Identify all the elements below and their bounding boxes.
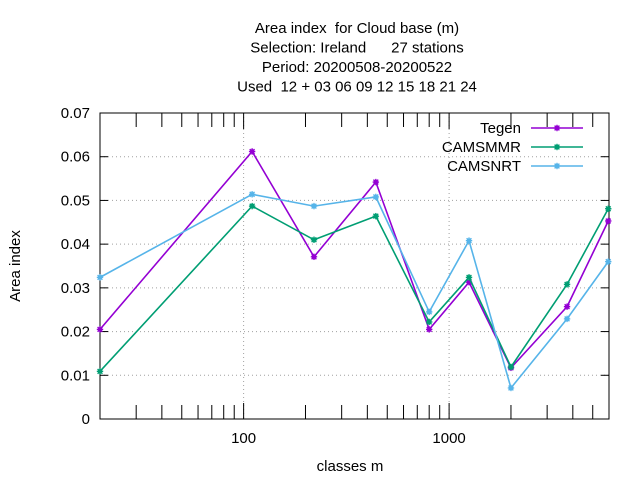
data-point-camsmmr (425, 318, 433, 326)
x-axis-label: classes m (317, 458, 384, 475)
data-point-camsnrt (465, 237, 473, 244)
series-line-camsnrt (99, 193, 609, 390)
data-point-camsmmr (465, 274, 473, 281)
data-point-tegen (248, 148, 256, 155)
data-point-camsnrt (96, 274, 104, 281)
y-tick-label: 0.06 (61, 149, 90, 166)
legend-marker-camsnrt (553, 162, 561, 170)
data-point-camsnrt (563, 315, 571, 323)
data-point-camsmmr (507, 363, 515, 371)
data-point-camsmmr (563, 281, 571, 288)
data-point-camsnrt (372, 193, 380, 201)
y-tick-label: 0.02 (61, 324, 90, 341)
series-lines (96, 148, 612, 392)
y-tick-label: 0.05 (61, 192, 90, 209)
data-point-tegen (563, 303, 571, 310)
axis-ticks: 0 0.01 0.02 0.03 0.04 0.05 0.06 0.07 100 1000 (61, 105, 609, 447)
title-line: Area index for Cloud base (m) (255, 20, 459, 37)
data-point-camsnrt (425, 308, 433, 316)
x-tick-label: 1000 (432, 430, 465, 447)
legend-marker-tegen (553, 124, 561, 132)
data-point-camsnrt (605, 258, 612, 265)
legend: Tegen CAMSMMR CAMSNRT (442, 120, 583, 175)
title-line: Used 12 + 03 06 09 12 15 18 21 24 (237, 79, 477, 96)
data-point-camsmmr (310, 236, 318, 243)
data-point-tegen (372, 178, 380, 186)
chart-title: Area index for Cloud base (m) Selection: … (237, 20, 477, 96)
data-point-camsnrt (248, 191, 256, 198)
y-axis-label: Area index (7, 230, 24, 302)
title-line: Period: 20200508-20200522 (262, 59, 452, 76)
x-tick-label: 100 (231, 430, 256, 447)
legend-label-camsnrt: CAMSNRT (447, 158, 521, 175)
y-tick-label: 0.03 (61, 280, 90, 297)
legend-label-camsmmr: CAMSMMR (442, 139, 521, 156)
data-point-tegen (605, 217, 612, 225)
data-point-camsmmr (248, 202, 256, 210)
data-point-camsmmr (372, 212, 380, 220)
legend-marker-camsmmr (553, 143, 561, 151)
y-tick-label: 0.01 (61, 367, 90, 384)
y-tick-label: 0.04 (61, 236, 90, 253)
legend-label-tegen: Tegen (480, 120, 521, 137)
data-point-camsmmr (96, 368, 104, 375)
data-point-tegen (96, 326, 104, 333)
data-point-camsnrt (310, 202, 318, 210)
data-point-camsmmr (605, 205, 612, 212)
plot-frame (99, 112, 610, 420)
y-tick-label: 0.07 (61, 105, 90, 122)
grid (100, 113, 609, 419)
y-tick-label: 0 (82, 411, 90, 428)
data-point-tegen (310, 253, 318, 261)
title-line: Selection: Ireland 27 stations (250, 40, 463, 57)
data-point-tegen (425, 326, 433, 333)
data-point-camsnrt (507, 384, 515, 392)
series-line-camsmmr (99, 205, 609, 372)
